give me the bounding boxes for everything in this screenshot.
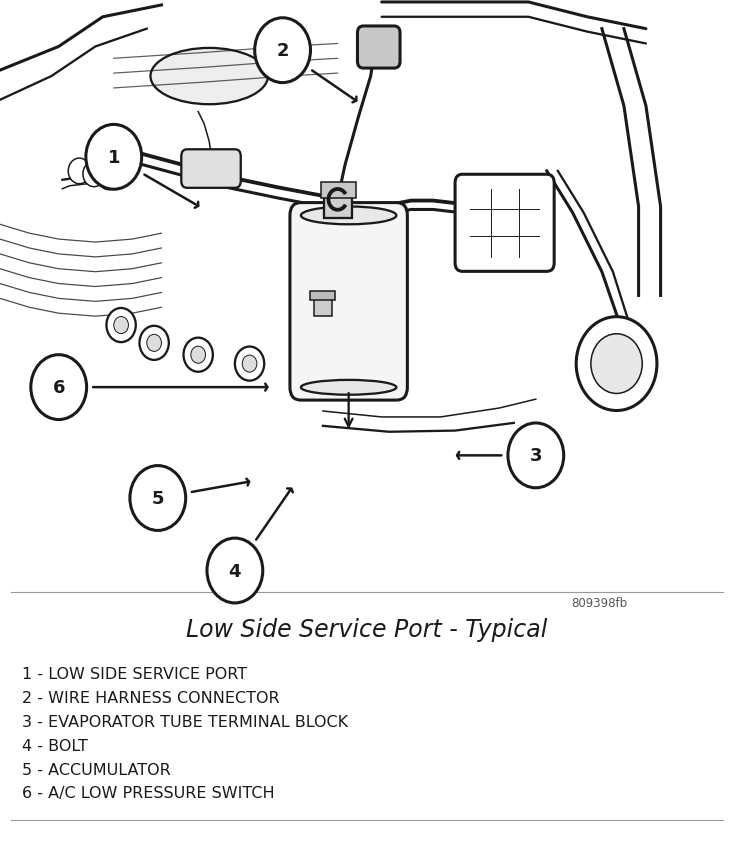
Circle shape bbox=[139, 326, 169, 360]
Ellipse shape bbox=[150, 49, 268, 105]
Text: 2 - WIRE HARNESS CONNECTOR: 2 - WIRE HARNESS CONNECTOR bbox=[22, 690, 280, 705]
Circle shape bbox=[191, 347, 206, 364]
Circle shape bbox=[147, 335, 161, 352]
Text: Low Side Service Port - Typical: Low Side Service Port - Typical bbox=[186, 618, 548, 642]
Circle shape bbox=[83, 162, 105, 187]
Text: 4 - BOLT: 4 - BOLT bbox=[22, 738, 88, 753]
Circle shape bbox=[255, 19, 310, 83]
Circle shape bbox=[576, 317, 657, 411]
FancyBboxPatch shape bbox=[290, 204, 407, 400]
FancyBboxPatch shape bbox=[314, 296, 332, 317]
Circle shape bbox=[207, 538, 263, 603]
FancyBboxPatch shape bbox=[324, 196, 352, 219]
Text: 3 - EVAPORATOR TUBE TERMINAL BLOCK: 3 - EVAPORATOR TUBE TERMINAL BLOCK bbox=[22, 714, 348, 729]
FancyBboxPatch shape bbox=[455, 175, 554, 272]
Circle shape bbox=[31, 355, 87, 420]
Circle shape bbox=[591, 334, 642, 394]
FancyBboxPatch shape bbox=[181, 150, 241, 188]
Text: 4: 4 bbox=[228, 561, 241, 580]
Circle shape bbox=[114, 317, 128, 334]
Text: 809398fb: 809398fb bbox=[572, 596, 628, 609]
Circle shape bbox=[184, 338, 213, 372]
Circle shape bbox=[98, 165, 120, 191]
FancyBboxPatch shape bbox=[310, 291, 335, 301]
Text: 3: 3 bbox=[529, 446, 542, 465]
FancyBboxPatch shape bbox=[357, 27, 400, 69]
Circle shape bbox=[68, 159, 90, 185]
Text: 2: 2 bbox=[276, 42, 289, 60]
Ellipse shape bbox=[301, 207, 396, 225]
Circle shape bbox=[235, 347, 264, 381]
Circle shape bbox=[106, 308, 136, 343]
Text: 1: 1 bbox=[107, 148, 120, 167]
Circle shape bbox=[130, 466, 186, 531]
Text: 6: 6 bbox=[52, 378, 65, 397]
Text: 5 - ACCUMULATOR: 5 - ACCUMULATOR bbox=[22, 762, 171, 777]
Text: 6 - A/C LOW PRESSURE SWITCH: 6 - A/C LOW PRESSURE SWITCH bbox=[22, 786, 275, 801]
Circle shape bbox=[86, 125, 142, 190]
FancyBboxPatch shape bbox=[321, 182, 356, 199]
Circle shape bbox=[508, 423, 564, 488]
Text: 5: 5 bbox=[151, 489, 164, 508]
Ellipse shape bbox=[301, 381, 396, 395]
Text: 1 - LOW SIDE SERVICE PORT: 1 - LOW SIDE SERVICE PORT bbox=[22, 666, 247, 682]
Circle shape bbox=[242, 355, 257, 372]
